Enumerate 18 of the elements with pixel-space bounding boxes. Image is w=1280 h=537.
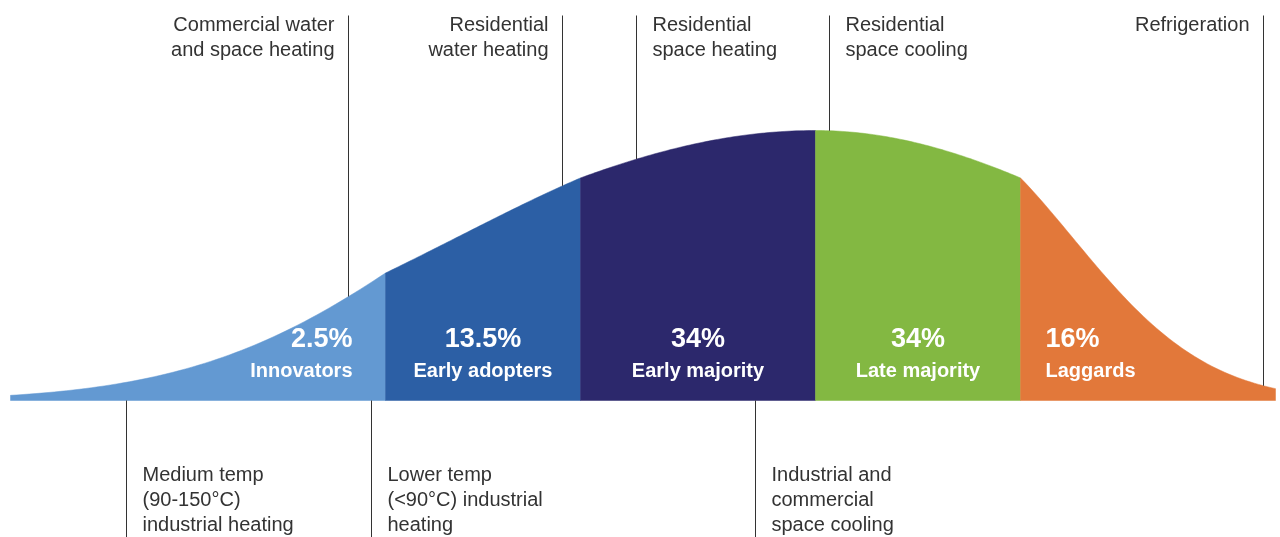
- text: Residential water heating: [427, 12, 549, 60]
- data-label: 34%: [890, 322, 946, 353]
- text: Medium temp (90-150°C) industrial heating: [142, 462, 294, 536]
- data-label: 2.5%: [290, 322, 353, 353]
- text: Lower temp (<90°C) industrial heating: [387, 462, 543, 536]
- category-label: Early majority: [631, 358, 766, 381]
- text: Refrigeration: [1135, 12, 1250, 35]
- category-label: Innovators: [250, 358, 353, 381]
- category-label: Laggards: [1045, 358, 1136, 381]
- text: Commercial water and space heating: [171, 12, 335, 60]
- category-label: Early adopters: [413, 358, 553, 381]
- text: Industrial and commercial space cooling: [771, 462, 894, 536]
- data-label: 13.5%: [444, 322, 522, 353]
- text: Residential space heating: [652, 12, 778, 60]
- category-label: Late majority: [855, 358, 982, 381]
- data-label: 34%: [670, 322, 726, 353]
- text: Residential space cooling: [845, 12, 968, 60]
- data-label: 16%: [1045, 322, 1100, 353]
